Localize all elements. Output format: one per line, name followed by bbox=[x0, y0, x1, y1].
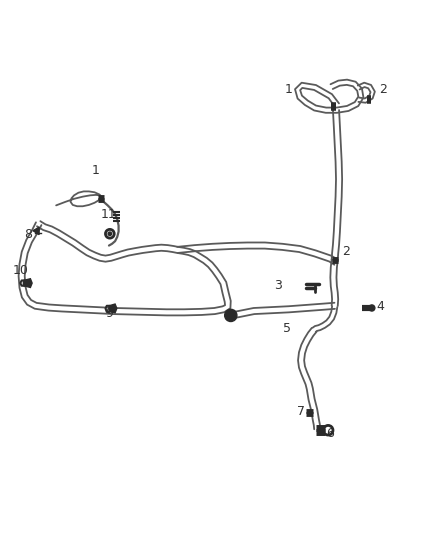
Polygon shape bbox=[33, 227, 39, 235]
Text: 8: 8 bbox=[24, 228, 32, 241]
Circle shape bbox=[369, 305, 375, 311]
Polygon shape bbox=[109, 304, 117, 313]
Text: 2: 2 bbox=[379, 83, 387, 96]
Text: 8: 8 bbox=[227, 309, 235, 322]
Text: 9: 9 bbox=[105, 307, 113, 320]
Text: 6: 6 bbox=[326, 427, 334, 440]
Text: 1: 1 bbox=[92, 164, 100, 177]
Text: 7: 7 bbox=[297, 405, 305, 418]
Text: 5: 5 bbox=[283, 322, 291, 335]
Text: 11: 11 bbox=[101, 208, 117, 222]
Text: 2: 2 bbox=[342, 245, 350, 258]
Circle shape bbox=[108, 232, 112, 236]
Polygon shape bbox=[23, 279, 32, 287]
Text: 3: 3 bbox=[275, 279, 283, 292]
Text: 10: 10 bbox=[12, 264, 28, 277]
Text: 4: 4 bbox=[377, 300, 385, 313]
Text: 1: 1 bbox=[285, 83, 293, 96]
Circle shape bbox=[225, 309, 237, 321]
